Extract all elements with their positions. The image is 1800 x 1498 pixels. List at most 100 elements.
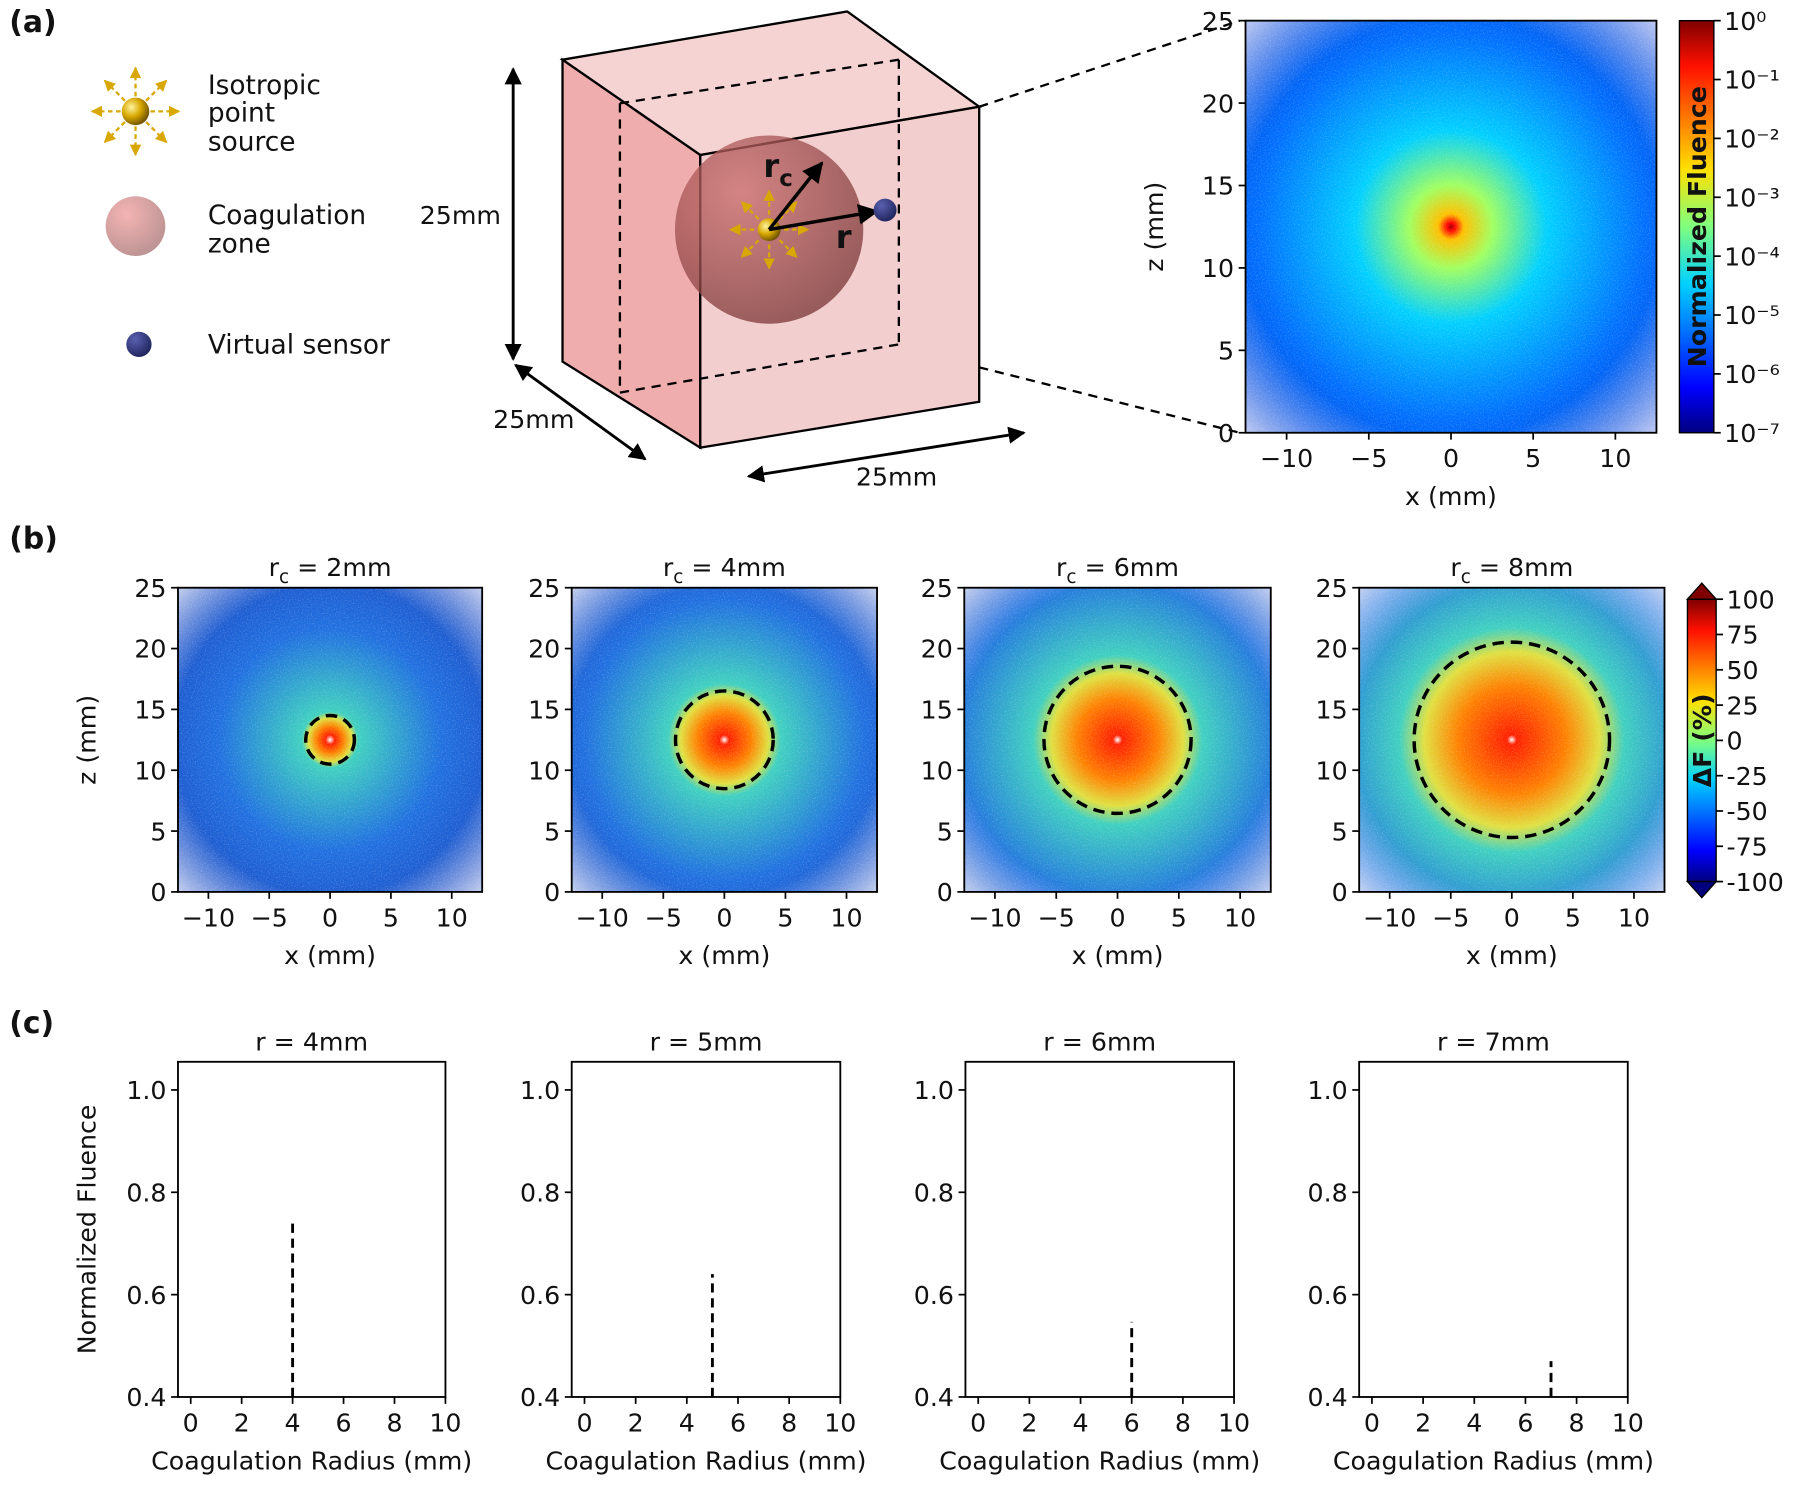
ray — [103, 79, 126, 102]
y-tick-label: 5 — [937, 817, 953, 846]
y-tick-label: 15 — [528, 696, 560, 725]
x-tick-label: 8 — [1569, 1408, 1585, 1437]
x-tick-label: −10 — [576, 903, 629, 932]
y-tick-label: 5 — [150, 817, 166, 846]
ray — [740, 201, 760, 220]
rc-arrow — [767, 161, 824, 231]
colorbar-label: Normalized Fluence — [1683, 86, 1712, 367]
x-tick-label: −5 — [1350, 444, 1387, 473]
x-tick-label: 10 — [436, 903, 468, 932]
y-tick-label: 0.4 — [914, 1383, 954, 1412]
x-tick-label: 0 — [1109, 903, 1125, 932]
x-tick-label: 0 — [183, 1408, 199, 1437]
y-tick-label: 0 — [937, 878, 953, 907]
colorbar-tick-label: -25 — [1726, 762, 1767, 791]
x-tick-label: 5 — [1525, 444, 1541, 473]
y-axis-label: z (mm) — [1140, 182, 1169, 272]
chart-title: c — [279, 567, 289, 588]
colorbar-tick-label: -75 — [1726, 832, 1767, 861]
x-axis-label: Coagulation Radius (mm) — [545, 1446, 866, 1475]
colorbar-tick-label: 25 — [1726, 691, 1758, 720]
zone-icon — [105, 196, 166, 256]
ray — [145, 79, 168, 102]
y-tick-label: 0.4 — [520, 1383, 560, 1412]
x-tick-label: −5 — [251, 903, 288, 932]
coagulation-boundary — [1042, 664, 1193, 816]
colorbar-tick-label: 10⁻⁶ — [1724, 360, 1780, 389]
chart-title: c — [673, 567, 683, 588]
colorbar-tick-label: 100 — [1726, 585, 1774, 614]
colorbar-tick-label: 10⁰ — [1724, 7, 1766, 36]
colorbar-extension — [1685, 880, 1718, 899]
y-tick-label: 5 — [1218, 337, 1234, 366]
x-tick-label: −5 — [1038, 903, 1075, 932]
x-axis-label: Coagulation Radius (mm) — [939, 1446, 1260, 1475]
x-tick-label: 8 — [781, 1408, 797, 1437]
sensor-point — [873, 198, 897, 222]
x-tick-label: 0 — [1443, 444, 1459, 473]
chart-title: r — [663, 553, 674, 582]
x-tick-label: −5 — [645, 903, 682, 932]
coagulation-boundary — [673, 689, 775, 791]
rc-label: rc — [763, 147, 792, 192]
ray — [740, 239, 760, 258]
heatmap-corners — [1359, 587, 1665, 892]
legend-text: Virtual sensor — [208, 330, 390, 361]
colorbar-tick-label: 75 — [1726, 621, 1758, 650]
x-tick-label: 0 — [970, 1408, 986, 1437]
y-tick-label: 0 — [1332, 878, 1348, 907]
heatmap-corners — [177, 587, 483, 892]
y-tick-label: 0.6 — [126, 1281, 166, 1310]
dimension-label: 25mm — [420, 201, 501, 230]
y-tick-label: 5 — [1332, 817, 1348, 846]
panel-label: (b) — [9, 522, 58, 557]
colorbar-tick-label: 10⁻³ — [1724, 183, 1780, 212]
y-tick-label: 20 — [528, 635, 560, 664]
axes-frame — [964, 1060, 1235, 1398]
chart-title: r — [1450, 553, 1461, 582]
legend-text: Isotropic — [208, 70, 321, 101]
y-tick-label: 25 — [1316, 574, 1348, 603]
ray — [145, 121, 168, 144]
heatmap-corners — [964, 587, 1271, 892]
x-tick-label: 6 — [1124, 1408, 1140, 1437]
y-tick-label: 20 — [134, 635, 166, 664]
y-tick-label: 10 — [1202, 254, 1234, 283]
ray — [103, 121, 126, 144]
x-tick-label: 4 — [285, 1408, 301, 1437]
legend-text: Coagulation — [208, 200, 366, 231]
x-tick-label: −5 — [1432, 903, 1469, 932]
legend-text: point — [208, 98, 275, 129]
x-tick-label: 5 — [777, 903, 793, 932]
x-tick-label: 10 — [830, 903, 862, 932]
y-tick-label: 25 — [921, 574, 953, 603]
x-axis-label: x (mm) — [1072, 941, 1164, 970]
x-tick-label: 10 — [1612, 1408, 1644, 1437]
chart-title: rc = 6mm — [1056, 553, 1179, 588]
dimension-label: 25mm — [856, 463, 937, 492]
chart-title: rc = 4mm — [663, 553, 786, 588]
rc-label: c — [779, 166, 793, 192]
x-tick-label: 2 — [628, 1408, 644, 1437]
coagulation-boundary — [304, 713, 357, 766]
y-tick-label: 20 — [1316, 635, 1348, 664]
x-tick-label: −10 — [1363, 903, 1416, 932]
legend-text: source — [208, 126, 296, 157]
legend-text: zone — [208, 229, 271, 260]
chart-title: r — [269, 553, 280, 582]
chart-title: c — [1066, 567, 1076, 588]
chart-title: rc = 8mm — [1450, 553, 1573, 588]
y-tick-label: 25 — [1202, 7, 1234, 36]
y-tick-label: 0.6 — [520, 1281, 560, 1310]
sensor-icon — [126, 331, 152, 357]
colorbar-tick-label: 50 — [1726, 656, 1758, 685]
x-tick-label: 0 — [716, 903, 732, 932]
rc-label: r — [763, 147, 779, 185]
chart-title: r — [1056, 553, 1067, 582]
colorbar-tick-label: -100 — [1726, 868, 1783, 897]
chart-title: r = 7mm — [1437, 1027, 1550, 1056]
colorbar-label: ΔF (%) — [1688, 693, 1717, 787]
x-tick-label: 2 — [1021, 1408, 1037, 1437]
